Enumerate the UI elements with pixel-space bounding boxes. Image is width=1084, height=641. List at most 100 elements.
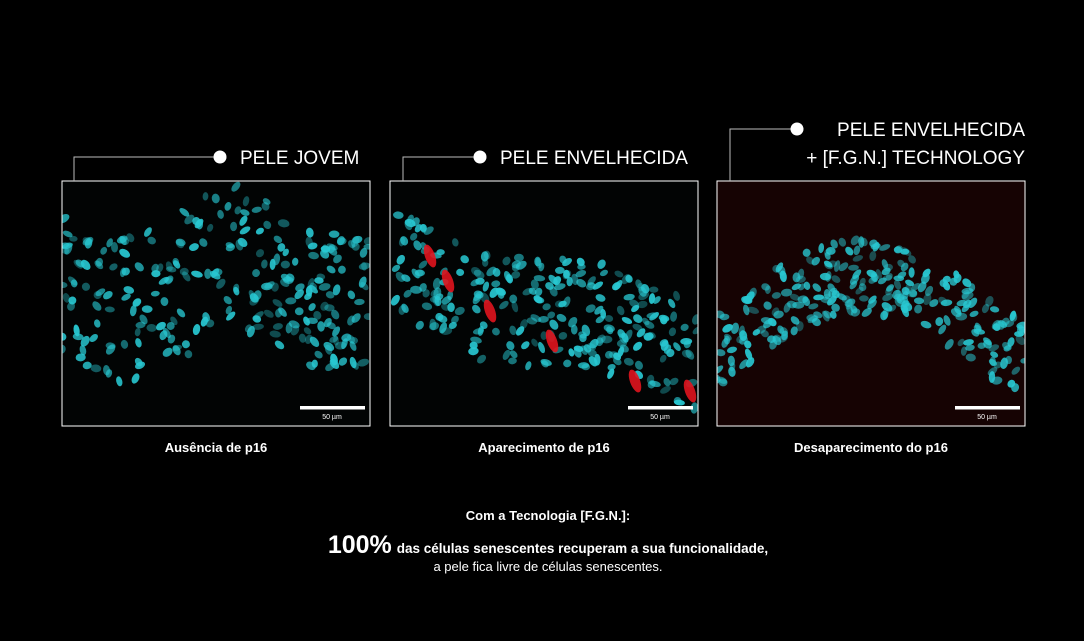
nucleus bbox=[989, 306, 1000, 313]
nucleus bbox=[184, 214, 195, 225]
nucleus bbox=[886, 284, 895, 292]
nucleus bbox=[660, 316, 668, 325]
nucleus bbox=[179, 267, 189, 276]
nucleus bbox=[469, 341, 478, 350]
nucleus bbox=[867, 299, 877, 310]
nucleus bbox=[587, 276, 596, 286]
nucleus bbox=[868, 276, 877, 284]
nucleus bbox=[89, 334, 98, 342]
nucleus bbox=[644, 320, 655, 329]
nucleus bbox=[448, 321, 457, 330]
nucleus bbox=[723, 335, 731, 345]
nucleus bbox=[760, 317, 773, 325]
nucleus bbox=[398, 236, 406, 247]
nucleus bbox=[511, 301, 519, 313]
nucleus bbox=[749, 287, 757, 299]
nucleus bbox=[634, 360, 643, 370]
nucleus bbox=[237, 237, 248, 247]
p16-cell bbox=[545, 329, 559, 353]
nucleus bbox=[663, 378, 671, 387]
nucleus bbox=[314, 277, 324, 284]
nucleus bbox=[126, 233, 135, 243]
nucleus bbox=[910, 283, 921, 291]
nucleus bbox=[200, 316, 209, 327]
nucleus bbox=[403, 289, 412, 298]
panel-title: + [F.G.N.] TECHNOLOGY bbox=[806, 148, 1025, 169]
nucleus bbox=[323, 341, 335, 351]
nucleus bbox=[613, 352, 622, 361]
nucleus bbox=[597, 259, 606, 269]
nucleus bbox=[146, 323, 157, 332]
nucleus bbox=[217, 209, 224, 219]
nucleus bbox=[821, 310, 830, 322]
nucleus bbox=[324, 304, 335, 312]
nucleus bbox=[870, 243, 881, 250]
nucleus bbox=[643, 332, 654, 341]
nucleus bbox=[823, 288, 831, 299]
nucleus bbox=[333, 335, 339, 346]
nucleus bbox=[111, 241, 118, 253]
nucleus bbox=[454, 306, 465, 316]
nucleus bbox=[468, 347, 479, 356]
nucleus bbox=[974, 322, 982, 332]
nucleus bbox=[640, 284, 650, 294]
nucleus bbox=[922, 293, 932, 306]
nucleus bbox=[530, 279, 539, 290]
nucleus bbox=[920, 320, 932, 329]
nucleus bbox=[646, 312, 659, 319]
nucleus bbox=[508, 357, 517, 365]
nucleus bbox=[568, 348, 575, 357]
nucleus bbox=[189, 243, 199, 252]
micrograph bbox=[717, 235, 1025, 393]
nucleus bbox=[272, 299, 283, 307]
nucleus bbox=[586, 282, 596, 291]
nucleus bbox=[963, 339, 974, 346]
nucleus bbox=[135, 338, 142, 348]
footer-heading: Com a Tecnologia [F.G.N.]: bbox=[466, 508, 630, 523]
nucleus bbox=[329, 335, 339, 343]
nucleus bbox=[538, 341, 546, 354]
nucleus bbox=[525, 361, 532, 371]
nucleus bbox=[396, 254, 405, 265]
nucleus bbox=[414, 224, 422, 233]
nucleus bbox=[248, 290, 257, 301]
nucleus bbox=[908, 255, 916, 264]
nucleus bbox=[306, 361, 316, 371]
nucleus bbox=[160, 297, 169, 306]
nucleus bbox=[192, 324, 201, 336]
nucleus bbox=[62, 230, 73, 238]
nucleus bbox=[806, 314, 818, 322]
nucleus bbox=[81, 282, 91, 291]
nucleus bbox=[885, 273, 893, 281]
nucleus bbox=[882, 293, 894, 302]
nucleus bbox=[139, 314, 148, 325]
nucleus bbox=[429, 296, 440, 303]
nucleus bbox=[285, 297, 297, 305]
nucleus bbox=[278, 307, 287, 317]
nucleus bbox=[240, 209, 250, 216]
nucleus bbox=[509, 350, 518, 359]
nucleus bbox=[62, 293, 71, 303]
nucleus bbox=[828, 260, 838, 268]
nucleus bbox=[741, 295, 753, 305]
nucleus bbox=[285, 322, 293, 334]
nucleus bbox=[660, 386, 671, 394]
nucleus bbox=[635, 279, 642, 289]
nucleus bbox=[134, 361, 146, 370]
nucleus bbox=[778, 334, 789, 343]
nucleus bbox=[79, 345, 87, 356]
nucleus bbox=[743, 304, 750, 316]
nucleus bbox=[172, 257, 180, 266]
nucleus bbox=[1001, 317, 1010, 326]
nucleus bbox=[521, 341, 530, 350]
nucleus bbox=[429, 318, 437, 331]
nucleus bbox=[313, 310, 322, 320]
nucleus bbox=[120, 267, 126, 278]
nucleus bbox=[530, 314, 542, 323]
nucleus bbox=[965, 353, 976, 362]
nucleus bbox=[121, 293, 131, 301]
nucleus bbox=[316, 273, 326, 280]
nucleus bbox=[811, 256, 820, 266]
nucleus bbox=[556, 313, 567, 322]
nucleus bbox=[235, 239, 244, 251]
